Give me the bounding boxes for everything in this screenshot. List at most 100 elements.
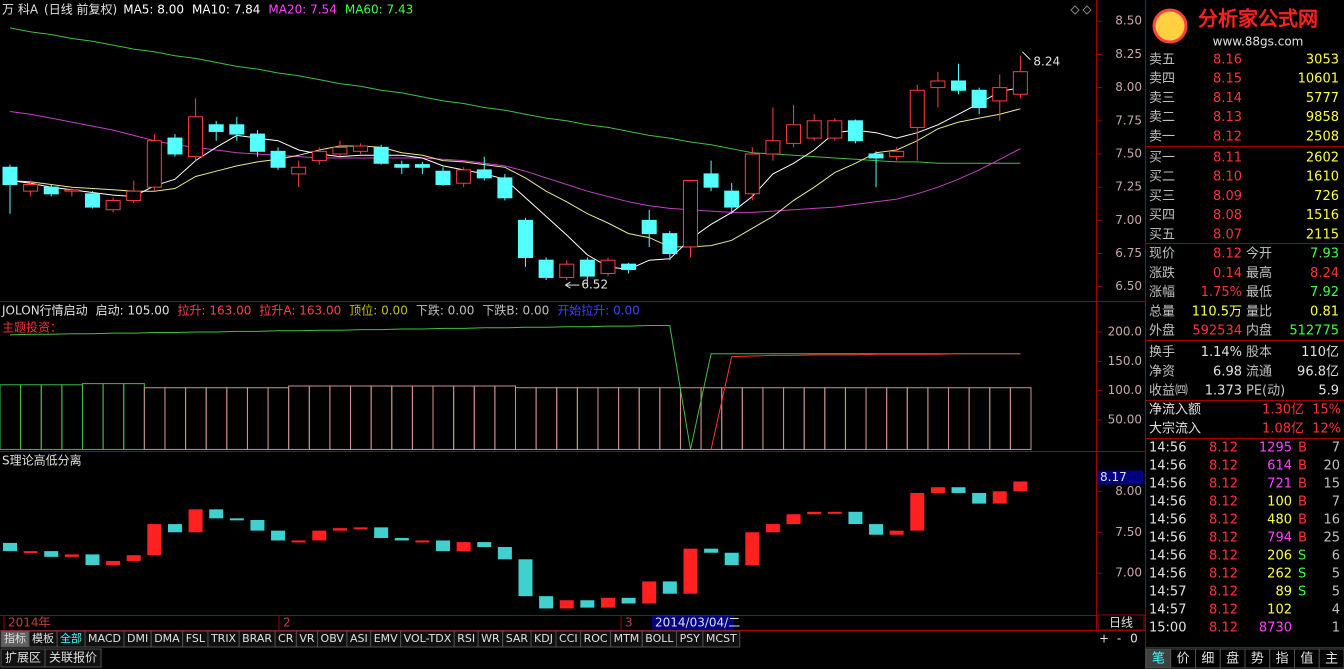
indicator-legend: 顶位: 0.00	[349, 303, 408, 318]
panel-tab-label[interactable]: 价	[1177, 652, 1190, 667]
book-price: 8.09	[1213, 189, 1242, 204]
panel-tab-label[interactable]: 主	[1325, 652, 1338, 667]
indicator-tab-label[interactable]: ASI	[350, 632, 368, 645]
y-tick-label: 200.0	[1108, 324, 1142, 338]
trade-time: 14:56	[1149, 567, 1186, 582]
panel-tab-label[interactable]: 值	[1300, 651, 1313, 667]
signal-box	[394, 538, 409, 541]
indicator-tab-label[interactable]: TRIX	[210, 632, 237, 645]
stat-cell: 换手	[1149, 345, 1175, 360]
indicator-tab-label[interactable]: MTM	[614, 632, 640, 645]
signal-box	[312, 530, 327, 541]
indicator-tab-label[interactable]: VOL-TDX	[404, 632, 452, 645]
book-price: 8.11	[1213, 151, 1242, 166]
signal-box	[3, 542, 17, 552]
indicator-tab-label[interactable]: MACD	[88, 632, 121, 645]
trade-volume: 8730	[1259, 621, 1292, 636]
indicator-tab-label[interactable]: BOLL	[645, 632, 674, 645]
signal-box	[64, 554, 79, 557]
zoom-button[interactable]: -	[1117, 632, 1121, 646]
candle-body	[373, 146, 389, 164]
panel-tab-label[interactable]: 盘	[1226, 651, 1239, 667]
indicator-tab-label[interactable]: EMV	[374, 632, 398, 645]
indicator-tab-label[interactable]: DMA	[154, 632, 180, 645]
panel-tab-label[interactable]: 细	[1201, 652, 1214, 667]
period: 日线	[1109, 616, 1133, 630]
candle-body	[126, 190, 142, 201]
indicator-tab-label[interactable]: RSI	[457, 632, 475, 645]
indicator-tab-label[interactable]: ROC	[584, 632, 608, 645]
trade-time: 14:56	[1149, 549, 1186, 564]
candle-body	[23, 184, 39, 192]
indicator-tab-label[interactable]: MCST	[706, 632, 737, 645]
stat-cell: 0.14	[1213, 266, 1242, 281]
candle-body	[951, 80, 967, 91]
zoom-button[interactable]: +	[1099, 632, 1109, 646]
stat-cell: 6.98	[1213, 364, 1242, 379]
trade-side: B	[1298, 477, 1307, 492]
icon[interactable]	[1082, 5, 1092, 15]
indicator-tab-label[interactable]: CR	[278, 632, 294, 645]
candle-body	[394, 164, 410, 168]
extra-tab-label[interactable]: 扩展区	[5, 651, 41, 665]
candle-body	[270, 150, 286, 168]
indicator-tab-label[interactable]: WR	[481, 632, 500, 645]
candle-body	[2, 166, 18, 186]
panel-tab-label[interactable]: 笔	[1152, 651, 1165, 667]
signal-box	[910, 492, 925, 531]
candle-body	[497, 177, 513, 199]
candle-body	[476, 169, 492, 179]
trade-price: 8.12	[1209, 477, 1238, 492]
signal-box	[436, 540, 451, 552]
indicator-tab-label[interactable]: DMI	[127, 632, 148, 645]
panel-tab-label[interactable]: 势	[1251, 651, 1264, 667]
indicator-tab-label[interactable]: PSY	[680, 632, 701, 645]
signal-box	[972, 492, 987, 504]
indicator-tab-label[interactable]: KDJ	[534, 632, 553, 645]
trade-volume: 614	[1267, 459, 1292, 474]
book-price: 8.13	[1213, 110, 1242, 125]
signal-box	[106, 560, 121, 566]
zoom-button[interactable]: 0	[1130, 632, 1138, 646]
signal-box	[332, 528, 347, 531]
signal-box	[807, 511, 822, 515]
candle-body	[744, 153, 760, 195]
indicator-tab-label[interactable]: VR	[299, 632, 315, 645]
indicator-tab[interactable]	[702, 630, 741, 648]
trade-count: 4	[1332, 603, 1340, 618]
indicator-tab-label[interactable]: FSL	[186, 632, 206, 645]
y-tick-label: 150.0	[1108, 354, 1142, 368]
trade-side: S	[1298, 567, 1306, 582]
panel-tab[interactable]	[1318, 648, 1344, 669]
extra-tab[interactable]	[44, 648, 102, 668]
trade-side: B	[1298, 513, 1307, 528]
indicator-tab-label[interactable]: SAR	[506, 632, 529, 645]
indicator-tab-label[interactable]: 指标	[4, 631, 26, 645]
extra-tab-label[interactable]: 关联报价	[49, 650, 97, 665]
indicator-tab-label[interactable]: 模板	[32, 631, 54, 645]
stat-cell: 最高	[1246, 265, 1272, 281]
indicator-tab-label[interactable]: 全部	[60, 631, 82, 645]
icon[interactable]	[1070, 5, 1080, 15]
signal-box	[126, 555, 141, 561]
indicator-tab-label[interactable]: BRAR	[242, 632, 272, 645]
trade-time: 14:56	[1149, 531, 1186, 546]
y-tick-label: 7.50	[1115, 146, 1142, 160]
indicator-tab-label[interactable]: CCI	[559, 632, 578, 645]
book-price: 8.07	[1213, 227, 1242, 242]
signal-box	[229, 518, 244, 521]
panel-tab-label[interactable]: 指	[1276, 652, 1289, 667]
ma-legend: MA10: 7.84	[192, 3, 260, 17]
signal-box	[497, 547, 512, 560]
trade-count: 1	[1332, 621, 1340, 636]
indicator-tab-label[interactable]: OBV	[321, 632, 345, 645]
stat-cell: 股本	[1246, 345, 1272, 360]
trade-count: 20	[1323, 459, 1340, 474]
signal-box	[250, 519, 265, 531]
book-price: 8.15	[1213, 72, 1242, 87]
stat-cell: 5.9	[1318, 384, 1339, 399]
book-volume: 1610	[1306, 170, 1339, 185]
ma-line	[9, 325, 1021, 450]
stat-cell: 8.24	[1310, 266, 1339, 281]
